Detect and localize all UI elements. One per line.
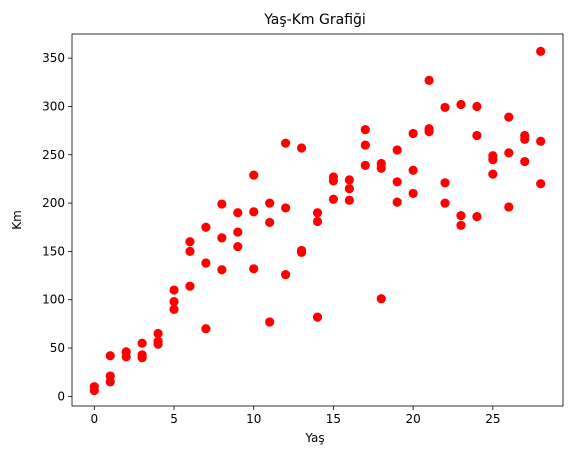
data-point bbox=[536, 179, 546, 189]
chart-title: Yaş-Km Grafiği bbox=[263, 12, 366, 28]
data-point bbox=[201, 324, 211, 334]
y-tick-label: 150 bbox=[42, 244, 65, 258]
data-point bbox=[281, 138, 291, 148]
data-point bbox=[201, 222, 211, 232]
data-point bbox=[504, 112, 514, 122]
data-point bbox=[312, 216, 323, 227]
data-point bbox=[472, 101, 482, 112]
data-point bbox=[360, 140, 370, 150]
data-point bbox=[249, 170, 259, 180]
data-point bbox=[440, 178, 450, 188]
data-point bbox=[153, 328, 163, 339]
data-point bbox=[376, 163, 386, 173]
data-point bbox=[536, 46, 546, 56]
x-tick-label: 5 bbox=[170, 412, 178, 426]
data-point bbox=[312, 312, 323, 322]
y-tick-label: 100 bbox=[42, 293, 65, 307]
data-point bbox=[456, 220, 466, 230]
data-point bbox=[392, 177, 402, 187]
data-point bbox=[265, 317, 275, 327]
x-axis-label: Yaş bbox=[304, 431, 324, 445]
y-tick-label: 350 bbox=[42, 51, 65, 65]
y-tick-label: 50 bbox=[50, 341, 65, 355]
data-point bbox=[328, 176, 339, 186]
data-point bbox=[312, 208, 323, 218]
data-point bbox=[344, 175, 354, 185]
data-point bbox=[408, 128, 418, 139]
data-point bbox=[424, 126, 434, 137]
data-point bbox=[265, 198, 275, 208]
x-axis: 0 5 10 15 20 25 bbox=[90, 406, 500, 426]
data-point bbox=[472, 212, 482, 222]
data-point bbox=[408, 165, 418, 175]
x-tick-label: 0 bbox=[90, 412, 98, 426]
data-point bbox=[185, 281, 195, 291]
data-point bbox=[105, 371, 115, 381]
y-tick-label: 250 bbox=[42, 148, 65, 162]
data-point bbox=[217, 265, 227, 275]
data-point bbox=[281, 269, 291, 280]
data-point bbox=[233, 241, 243, 252]
data-point bbox=[169, 297, 179, 307]
data-point bbox=[137, 353, 147, 363]
data-point bbox=[217, 233, 227, 243]
data-point bbox=[536, 136, 546, 146]
data-point bbox=[169, 304, 179, 314]
data-point bbox=[185, 246, 195, 257]
x-tick-label: 15 bbox=[326, 412, 341, 426]
data-point bbox=[440, 102, 450, 113]
data-point bbox=[456, 99, 466, 110]
y-tick-label: 200 bbox=[42, 196, 65, 210]
data-point bbox=[520, 134, 530, 144]
data-point bbox=[360, 125, 370, 135]
data-point bbox=[360, 160, 370, 171]
y-tick-label: 300 bbox=[42, 99, 65, 113]
y-axis-label: Km bbox=[10, 210, 24, 230]
data-point bbox=[121, 352, 131, 362]
data-point bbox=[249, 207, 259, 217]
data-point bbox=[296, 143, 307, 153]
data-point bbox=[105, 351, 115, 361]
data-point bbox=[504, 148, 514, 158]
data-point bbox=[296, 247, 307, 257]
x-tick-label: 20 bbox=[406, 412, 421, 426]
data-point bbox=[520, 156, 530, 167]
data-point bbox=[488, 155, 498, 165]
data-point bbox=[328, 194, 339, 204]
y-tick-label: 0 bbox=[57, 389, 65, 403]
data-point bbox=[424, 75, 434, 85]
data-point bbox=[201, 258, 211, 268]
x-tick-label: 10 bbox=[246, 412, 261, 426]
data-point bbox=[249, 264, 259, 274]
data-point bbox=[504, 202, 514, 212]
data-point bbox=[344, 183, 354, 194]
y-axis: 0 50 100 150 200 250 300 350 bbox=[42, 51, 72, 403]
data-point bbox=[472, 130, 482, 141]
data-point bbox=[392, 145, 402, 155]
data-point bbox=[233, 208, 243, 218]
data-point bbox=[137, 338, 147, 348]
data-point bbox=[217, 199, 227, 209]
data-point bbox=[440, 198, 450, 208]
data-point bbox=[344, 195, 354, 205]
data-point bbox=[89, 382, 99, 392]
data-point bbox=[265, 217, 275, 228]
plot-area bbox=[71, 33, 564, 407]
data-point bbox=[376, 294, 386, 304]
x-tick-label: 25 bbox=[485, 412, 500, 426]
plot-frame bbox=[71, 33, 564, 407]
data-point bbox=[392, 197, 402, 207]
data-point bbox=[408, 188, 418, 199]
data-point bbox=[488, 169, 498, 179]
data-point bbox=[233, 227, 243, 237]
data-point bbox=[185, 237, 195, 247]
data-point bbox=[281, 203, 291, 213]
data-point bbox=[169, 285, 179, 295]
data-point bbox=[456, 211, 466, 221]
data-point bbox=[153, 336, 163, 346]
